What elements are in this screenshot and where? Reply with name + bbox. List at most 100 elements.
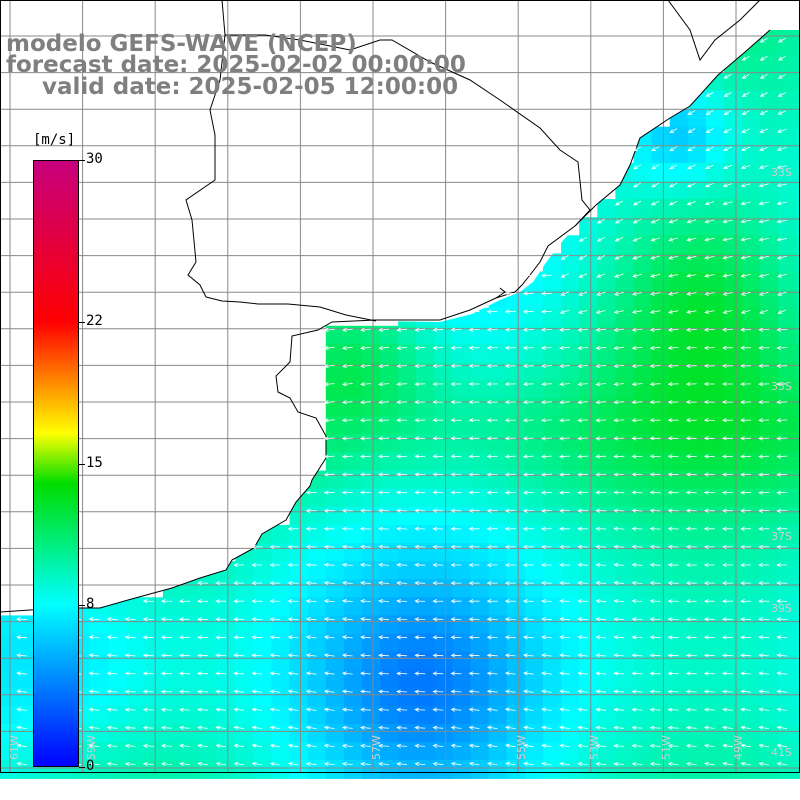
- wind-speed-cell: [380, 651, 399, 671]
- wind-speed-cell: [796, 199, 800, 218]
- wind-arrow: [359, 544, 371, 549]
- wind-arrow: [596, 255, 606, 260]
- wind-arrow: [613, 598, 625, 604]
- wind-arrow: [649, 273, 661, 278]
- wind-arrow: [777, 128, 787, 133]
- wind-arrow: [758, 580, 770, 586]
- wind-speed-cell: [325, 380, 345, 399]
- wind-speed-cell: [470, 579, 490, 598]
- wind-arrow: [667, 707, 679, 712]
- wind-speed-cell: [162, 760, 182, 779]
- wind-arrow: [632, 255, 642, 260]
- wind-speed-cell: [724, 181, 743, 200]
- wind-speed-cell: [506, 597, 526, 616]
- wind-speed-cell: [398, 434, 417, 454]
- wind-arrow: [703, 671, 715, 676]
- wind-speed-cell: [434, 325, 454, 345]
- wind-speed-cell: [724, 561, 743, 580]
- wind-speed-cell: [724, 217, 743, 236]
- wind-speed-cell: [325, 615, 345, 635]
- wind-arrow: [142, 617, 154, 622]
- wind-arrow: [559, 725, 570, 730]
- wind-arrow: [106, 635, 118, 640]
- wind-arrow: [450, 671, 462, 676]
- wind-speed-cell: [271, 742, 291, 761]
- wind-arrow: [667, 291, 679, 296]
- wind-speed-cell: [651, 253, 671, 273]
- wind-arrow: [541, 653, 552, 658]
- wind-arrow: [504, 617, 516, 622]
- wind-arrow: [522, 653, 534, 658]
- wind-arrow: [703, 544, 715, 549]
- wind-arrow: [741, 55, 750, 61]
- wind-speed-cell: [543, 579, 562, 598]
- wind-speed-cell: [615, 742, 635, 761]
- wind-arrow: [740, 743, 751, 748]
- wind-arrow: [649, 508, 661, 513]
- wind-speed-cell: [724, 380, 743, 399]
- wind-speed-cell: [778, 54, 797, 73]
- wind-speed-cell: [579, 325, 598, 345]
- wind-speed-cell: [199, 579, 218, 598]
- wind-arrow: [504, 761, 516, 766]
- wind-arrow: [631, 454, 643, 459]
- wind-arrow: [721, 617, 733, 622]
- wind-speed-cell: [742, 144, 761, 164]
- wind-arrow: [124, 671, 136, 676]
- wind-arrow: [142, 725, 154, 730]
- wind-arrow: [577, 400, 589, 405]
- wind-speed-cell: [362, 470, 381, 490]
- wind-speed-cell: [325, 506, 345, 526]
- wind-arrow: [632, 273, 643, 278]
- wind-arrow: [776, 725, 788, 730]
- wind-arrow: [776, 237, 787, 242]
- wind-arrow: [197, 671, 209, 676]
- wind-arrow: [305, 562, 317, 568]
- wind-speed-cell: [524, 325, 544, 345]
- wind-speed-cell: [434, 760, 454, 779]
- wind-speed-cell: [615, 289, 635, 309]
- wind-speed-cell: [162, 597, 182, 616]
- wind-arrow: [703, 418, 715, 423]
- wind-arrow: [378, 617, 390, 622]
- wind-arrow: [468, 581, 480, 586]
- wind-speed-cell: [705, 669, 725, 689]
- wind-arrow: [578, 255, 587, 260]
- wind-speed-cell: [398, 506, 417, 526]
- wind-speed-cell: [760, 669, 779, 689]
- wind-speed-cell: [452, 343, 472, 363]
- wind-speed-cell: [271, 705, 291, 725]
- wind-arrow: [323, 617, 335, 622]
- wind-arrow: [740, 381, 752, 387]
- wind-arrow: [686, 219, 697, 224]
- wind-speed-cell: [380, 687, 399, 707]
- wind-speed-cell: [615, 669, 635, 689]
- wind-speed-cell: [724, 144, 743, 164]
- wind-speed-cell: [416, 651, 435, 671]
- wind-speed-cell: [398, 724, 417, 743]
- wind-speed-cell: [742, 506, 761, 526]
- wind-arrow: [160, 599, 172, 604]
- wind-speed-cell: [18, 669, 37, 689]
- wind-speed-cell: [760, 579, 779, 598]
- wind-speed-cell: [796, 488, 800, 508]
- wind-speed-cell: [253, 543, 273, 562]
- wind-speed-cell: [398, 416, 417, 435]
- wind-speed-cell: [434, 651, 454, 671]
- wind-speed-cell: [470, 524, 490, 544]
- wind-arrow: [468, 725, 480, 730]
- wind-arrow: [741, 92, 750, 97]
- wind-arrow: [685, 671, 697, 676]
- wind-arrow: [142, 743, 154, 748]
- wind-arrow: [758, 544, 770, 550]
- wind-arrow: [269, 562, 281, 568]
- wind-arrow: [323, 363, 335, 369]
- wind-arrow: [414, 743, 426, 748]
- wind-arrow: [287, 599, 299, 604]
- wind-arrow: [414, 381, 426, 387]
- wind-speed-cell: [289, 633, 309, 653]
- wind-speed-cell: [434, 687, 454, 707]
- wind-arrow: [360, 671, 371, 676]
- wind-speed-cell: [796, 633, 800, 653]
- wind-speed-cell: [434, 398, 454, 417]
